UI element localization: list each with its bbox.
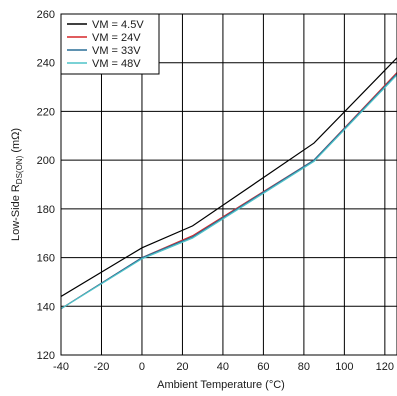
y-tick-labels: 120 140 160 180 200 220 240 260	[37, 9, 55, 362]
y-tick-label: 200	[37, 155, 55, 167]
x-tick-label: -40	[53, 361, 69, 373]
y-axis-title-main: Low-Side R	[10, 184, 22, 241]
plot-frame	[60, 13, 397, 356]
y-axis-title-unit: (mΩ)	[10, 128, 22, 156]
x-tick-labels: -40 -20 0 20 40 60 80 100 120	[53, 361, 394, 373]
x-tick-label: 100	[335, 361, 353, 373]
x-tick-label: 120	[376, 361, 394, 373]
y-tick-label: 240	[37, 58, 55, 70]
legend-label: VM = 33V	[92, 45, 141, 57]
y-tick-label: 260	[37, 9, 55, 21]
y-axis-title: Low-Side RDS(ON) (mΩ)	[10, 128, 24, 241]
series-lines	[61, 57, 397, 310]
legend-label: VM = 48V	[92, 58, 141, 70]
y-axis-title-subscript: DS(ON)	[15, 155, 24, 184]
y-tick-label: 160	[37, 253, 55, 265]
series-line-2	[61, 72, 397, 310]
x-tick-label: 40	[217, 361, 229, 373]
series-line-1	[61, 57, 397, 298]
x-tick-label: -20	[94, 361, 110, 373]
series-line-3	[61, 73, 397, 310]
x-tick-label: 60	[257, 361, 269, 373]
series-line-4	[61, 74, 397, 310]
y-tick-label: 120	[37, 350, 55, 362]
legend-label: VM = 4.5V	[92, 19, 144, 31]
y-tick-label: 220	[37, 106, 55, 118]
x-axis-title: Ambient Temperature (°C)	[157, 379, 285, 391]
y-tick-label: 180	[37, 204, 55, 216]
x-tick-label: 80	[298, 361, 310, 373]
x-tick-label: 0	[139, 361, 145, 373]
legend-label: VM = 24V	[92, 32, 141, 44]
y-tick-label: 140	[37, 301, 55, 313]
x-tick-label: 20	[176, 361, 188, 373]
